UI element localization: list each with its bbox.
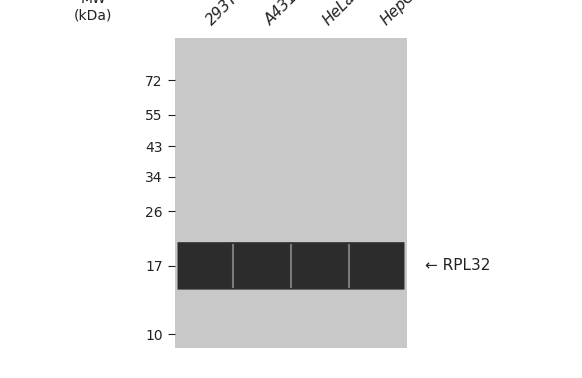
Text: ← RPL32: ← RPL32 [425,259,490,273]
FancyBboxPatch shape [178,242,404,290]
Text: MW
(kDa): MW (kDa) [74,0,112,22]
